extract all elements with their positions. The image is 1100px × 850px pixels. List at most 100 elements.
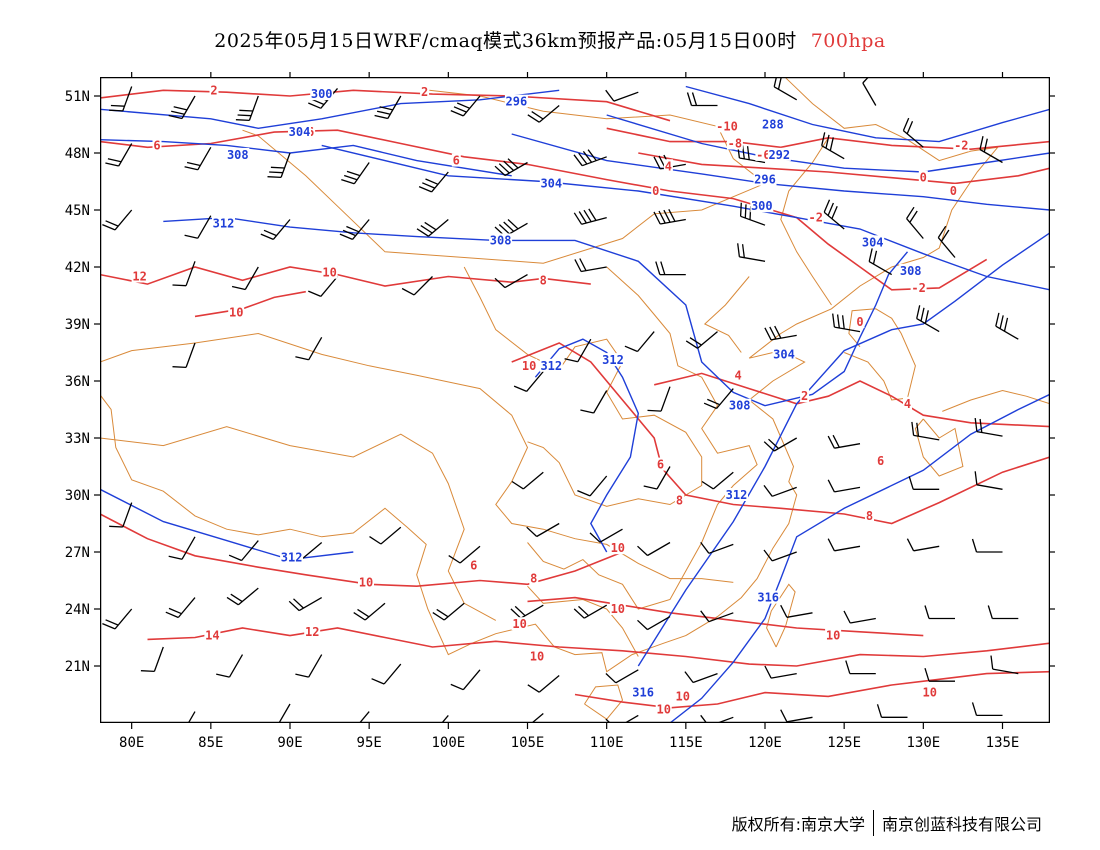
- svg-text:0: 0: [920, 171, 927, 185]
- svg-text:10: 10: [530, 650, 544, 664]
- height-label: 292: [767, 147, 791, 162]
- wind-barb: [979, 136, 1003, 164]
- admin-boundary-12: [942, 389, 1050, 412]
- svg-text:10: 10: [512, 617, 526, 631]
- wind-barb: [527, 675, 560, 693]
- lon-tick-label: 110E: [590, 735, 624, 751]
- temperature-label: 0: [918, 170, 928, 185]
- svg-text:2: 2: [421, 85, 428, 99]
- wind-barb: [685, 331, 718, 349]
- admin-boundary-11: [914, 418, 964, 477]
- wind-barb: [432, 602, 465, 621]
- svg-text:292: 292: [768, 148, 790, 162]
- svg-text:304: 304: [540, 176, 562, 190]
- wind-barb-layer: [102, 77, 1019, 723]
- wind-barb: [226, 587, 259, 606]
- temperature-label: 10: [321, 265, 338, 280]
- map-border: [100, 77, 1050, 723]
- height-contour-10: [637, 232, 1050, 667]
- wind-barb: [308, 276, 338, 297]
- wind-barb: [494, 274, 528, 289]
- height-label: 312: [539, 358, 563, 373]
- boundary-layer: [100, 77, 1050, 720]
- lat-tick-label: 42N: [65, 260, 90, 276]
- temperature-label: -2: [953, 138, 970, 152]
- wind-barb: [843, 610, 876, 624]
- temperature-contour-6: [511, 342, 1050, 525]
- wind-barb: [353, 602, 386, 621]
- svg-text:10: 10: [229, 306, 243, 320]
- wind-barb: [418, 171, 449, 193]
- svg-text:8: 8: [866, 509, 873, 523]
- wind-barb: [605, 669, 639, 684]
- temperature-label: 12: [131, 269, 148, 284]
- wind-barb: [737, 243, 766, 262]
- svg-text:-10: -10: [716, 119, 738, 133]
- svg-text:312: 312: [281, 551, 303, 565]
- temperature-label: 10: [609, 541, 626, 555]
- height-label: 308: [899, 263, 923, 278]
- svg-text:2: 2: [801, 389, 808, 403]
- wind-barb: [358, 711, 370, 723]
- height-label: 308: [226, 147, 250, 162]
- wind-barb: [448, 545, 481, 564]
- svg-text:316: 316: [632, 686, 654, 700]
- temperature-contour-5: [194, 290, 306, 318]
- lat-tick-label: 51N: [65, 89, 90, 105]
- svg-text:6: 6: [657, 458, 664, 472]
- wind-barb: [295, 336, 323, 361]
- wind-barb: [764, 325, 797, 341]
- height-contour-6: [163, 216, 909, 407]
- temperature-label: 6: [451, 153, 461, 168]
- wind-barb: [511, 713, 544, 723]
- svg-text:14: 14: [205, 629, 219, 643]
- svg-text:8: 8: [540, 273, 547, 287]
- wind-barb: [605, 89, 639, 102]
- temperature-contour-8: [147, 627, 1050, 667]
- svg-text:10: 10: [656, 703, 670, 717]
- wind-barb: [102, 608, 133, 630]
- wind-barb: [374, 95, 402, 120]
- height-label: 300: [750, 199, 774, 213]
- wind-barb: [574, 258, 607, 273]
- wind-barb: [995, 312, 1019, 340]
- svg-text:312: 312: [213, 216, 235, 230]
- svg-text:10: 10: [611, 541, 625, 555]
- svg-text:6: 6: [453, 154, 460, 168]
- svg-text:6: 6: [153, 138, 160, 152]
- temperature-label: 8: [529, 571, 539, 586]
- temperature-label: -10: [715, 119, 739, 133]
- temperature-label: 14: [204, 628, 221, 643]
- lon-tick-label: 115E: [669, 735, 703, 751]
- temperature-label: -8: [726, 136, 743, 151]
- temperature-contour-0: [100, 89, 671, 122]
- footer-divider: [872, 810, 874, 836]
- lat-tick-label: 36N: [65, 374, 90, 390]
- temperature-label: 10: [358, 575, 374, 589]
- svg-text:10: 10: [922, 686, 936, 700]
- wind-barb: [911, 421, 940, 441]
- wind-barb: [703, 388, 734, 410]
- svg-text:4: 4: [665, 159, 672, 173]
- wind-barb: [184, 146, 212, 171]
- wind-barb: [510, 604, 544, 619]
- wind-barb: [987, 605, 1019, 620]
- wind-barb: [263, 703, 291, 723]
- svg-text:4: 4: [734, 368, 741, 382]
- svg-text:308: 308: [900, 264, 922, 278]
- wind-barb: [288, 597, 323, 612]
- temperature-label: 12: [304, 624, 321, 639]
- title-text: 2025年05月15日WRF/cmaq模式36km预报产品:05月15日00时: [214, 30, 797, 52]
- wind-barb: [235, 95, 259, 122]
- wind-barb: [827, 479, 861, 493]
- wind-barb: [172, 342, 196, 369]
- height-label: 308: [489, 233, 513, 247]
- wind-barb: [916, 305, 940, 333]
- lat-tick-label: 33N: [65, 431, 90, 447]
- svg-text:10: 10: [675, 689, 689, 703]
- wind-barb: [369, 526, 402, 545]
- svg-text:-8: -8: [728, 137, 742, 151]
- wind-barb: [763, 549, 797, 562]
- wind-barb: [450, 669, 481, 691]
- lon-tick-label: 135E: [986, 735, 1020, 751]
